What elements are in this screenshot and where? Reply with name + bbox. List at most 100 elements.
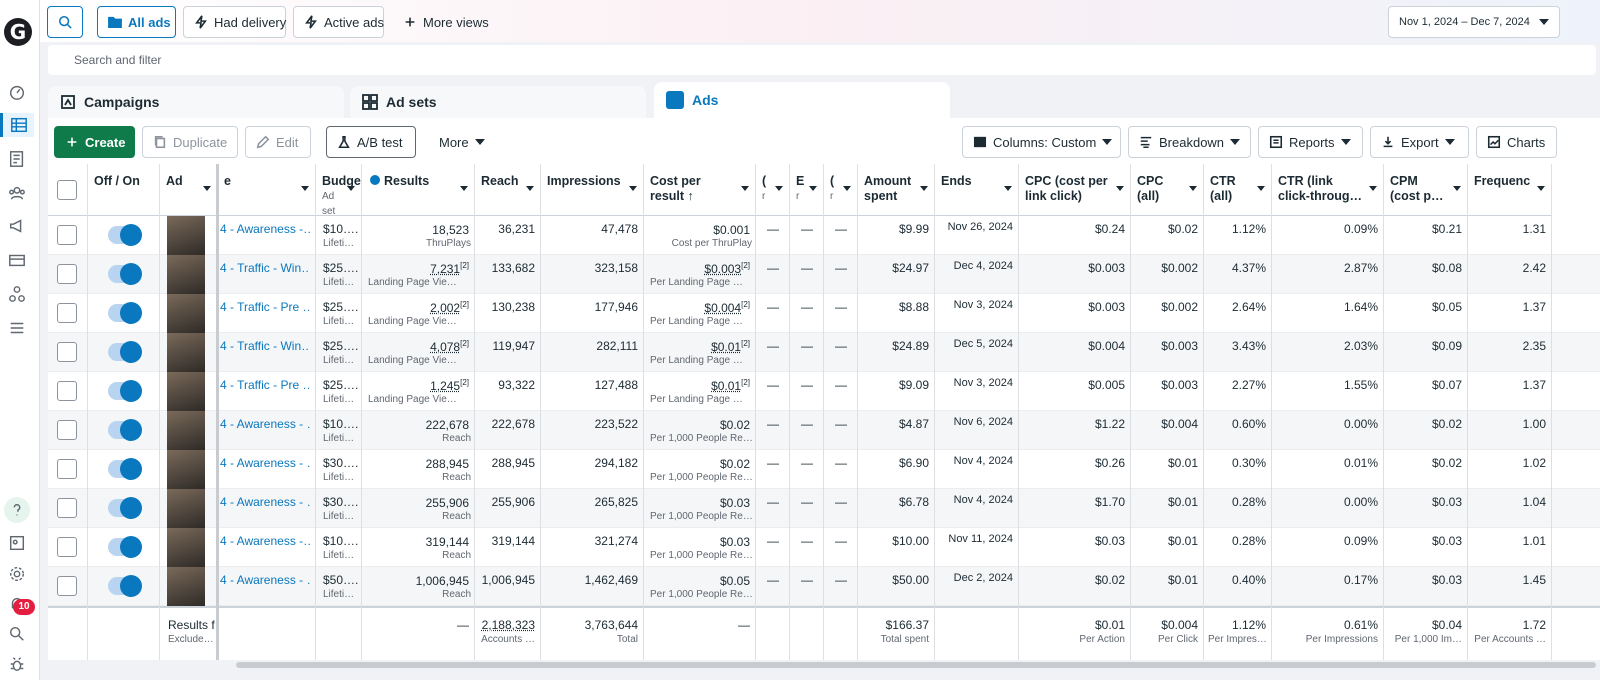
- table-row[interactable]: 4 - Awareness - … $30…. Lifeti… 288,945 Reac…: [48, 450, 1600, 489]
- ad-thumbnail[interactable]: [167, 372, 205, 411]
- ad-status-toggle[interactable]: [108, 497, 142, 519]
- search-icon[interactable]: [5, 622, 29, 646]
- ad-status-toggle[interactable]: [108, 575, 142, 597]
- ad-status-toggle[interactable]: [108, 263, 142, 285]
- column-header-results[interactable]: Results: [362, 164, 475, 216]
- row-checkbox[interactable]: [57, 342, 77, 362]
- row-checkbox[interactable]: [57, 498, 77, 518]
- ad-name-link[interactable]: 4 - Awareness -…: [220, 222, 310, 236]
- view-active-ads[interactable]: Active ads: [293, 6, 384, 38]
- column-header-ends[interactable]: Ends: [935, 164, 1019, 216]
- row-checkbox[interactable]: [57, 264, 77, 284]
- ad-thumbnail[interactable]: [167, 294, 205, 333]
- column-header-budget[interactable]: Budge Ad set: [316, 164, 362, 216]
- row-checkbox[interactable]: [57, 381, 77, 401]
- tab-ads[interactable]: Ads: [654, 82, 950, 118]
- chevron-down-icon[interactable]: [1453, 186, 1461, 191]
- chevron-down-icon[interactable]: [629, 186, 637, 191]
- view-had-delivery[interactable]: Had delivery: [183, 6, 286, 38]
- menu-icon[interactable]: [5, 316, 29, 340]
- table-row[interactable]: 4 - Awareness - … $30…. Lifeti… 255,906 Reac…: [48, 489, 1600, 528]
- search-button[interactable]: [47, 6, 83, 38]
- create-button[interactable]: Create: [54, 126, 135, 158]
- more-views-button[interactable]: More views: [392, 6, 500, 38]
- bug-icon[interactable]: [5, 652, 29, 676]
- column-header-cpc_all[interactable]: CPC (all): [1131, 164, 1204, 216]
- search-filter-input[interactable]: Search and filter: [48, 45, 1596, 75]
- ad-name-link[interactable]: 4 - Traffic - Pre …: [220, 378, 310, 392]
- ad-thumbnail[interactable]: [167, 567, 205, 606]
- chevron-down-icon[interactable]: [301, 186, 309, 191]
- chevron-down-icon[interactable]: [1004, 186, 1012, 191]
- pages-icon[interactable]: [5, 531, 29, 555]
- report-icon[interactable]: [5, 147, 29, 171]
- charts-button[interactable]: Charts: [1476, 126, 1557, 158]
- table-row[interactable]: 4 - Traffic - Pre … $25…. Lifeti… 2,002[2] L…: [48, 294, 1600, 333]
- column-header-check[interactable]: [48, 164, 88, 216]
- chevron-down-icon[interactable]: [1537, 186, 1545, 191]
- row-checkbox[interactable]: [57, 537, 77, 557]
- ad-thumbnail[interactable]: [167, 489, 205, 528]
- table-row[interactable]: 4 - Traffic - Win… $25…. Lifeti… 7,231[2] La…: [48, 255, 1600, 294]
- ad-thumbnail[interactable]: [167, 333, 205, 372]
- breakdown-button[interactable]: Breakdown: [1128, 126, 1251, 158]
- people-icon[interactable]: [5, 282, 29, 306]
- more-actions-button[interactable]: More: [428, 126, 494, 158]
- tab-ad-sets[interactable]: Ad sets: [350, 86, 646, 118]
- chevron-down-icon[interactable]: [1369, 186, 1377, 191]
- column-header-ctr_link[interactable]: CTR (link click-throug…: [1272, 164, 1384, 216]
- table-row[interactable]: 4 - Awareness -… $10…. Lifeti… 18,523 ThruPl…: [48, 216, 1600, 255]
- reports-button[interactable]: Reports: [1258, 126, 1363, 158]
- ad-name-link[interactable]: 4 - Awareness - …: [220, 417, 310, 431]
- chevron-down-icon[interactable]: [920, 186, 928, 191]
- column-header-reach[interactable]: Reach: [475, 164, 541, 216]
- column-header-d3[interactable]: (r: [824, 164, 858, 216]
- row-checkbox[interactable]: [57, 225, 77, 245]
- date-range-picker[interactable]: Nov 1, 2024 – Dec 7, 2024: [1388, 6, 1560, 38]
- ad-status-toggle[interactable]: [108, 458, 142, 480]
- row-checkbox[interactable]: [57, 420, 77, 440]
- ad-status-toggle[interactable]: [108, 536, 142, 558]
- chevron-down-icon[interactable]: [843, 186, 851, 191]
- chevron-down-icon[interactable]: [526, 186, 534, 191]
- chevron-down-icon[interactable]: [347, 186, 355, 191]
- brand-logo[interactable]: G: [4, 18, 32, 46]
- ad-status-toggle[interactable]: [108, 341, 142, 363]
- columns-button[interactable]: Columns: Custom: [962, 126, 1121, 158]
- export-button[interactable]: Export: [1370, 126, 1469, 158]
- ad-thumbnail[interactable]: [167, 450, 205, 489]
- help-icon[interactable]: [4, 497, 30, 523]
- chevron-down-icon[interactable]: [203, 186, 211, 191]
- ab-test-button[interactable]: A/B test: [326, 126, 416, 158]
- duplicate-button[interactable]: Duplicate: [142, 126, 238, 158]
- view-all-ads[interactable]: All ads: [97, 6, 176, 38]
- column-header-cpc_link[interactable]: CPC (cost per link click): [1019, 164, 1131, 216]
- audience-icon[interactable]: [5, 181, 29, 205]
- chevron-down-icon[interactable]: [741, 186, 749, 191]
- column-header-toggle[interactable]: Off / On: [88, 164, 160, 216]
- chevron-down-icon[interactable]: [460, 186, 468, 191]
- column-header-cpm[interactable]: CPM (cost p…: [1384, 164, 1468, 216]
- ad-thumbnail[interactable]: [167, 216, 205, 255]
- chevron-down-icon[interactable]: [809, 186, 817, 191]
- ad-thumbnail[interactable]: [167, 411, 205, 450]
- chevron-down-icon[interactable]: [1189, 186, 1197, 191]
- row-checkbox[interactable]: [57, 303, 77, 323]
- dashboard-icon[interactable]: [5, 80, 29, 104]
- ad-name-link[interactable]: 4 - Awareness - …: [220, 456, 310, 470]
- column-header-cpr[interactable]: Cost per result ↑: [644, 164, 756, 216]
- ad-name-link[interactable]: 4 - Awareness -…: [220, 534, 310, 548]
- settings-icon[interactable]: [5, 562, 29, 586]
- ad-name-link[interactable]: 4 - Traffic - Win…: [220, 339, 310, 353]
- row-checkbox[interactable]: [57, 459, 77, 479]
- column-header-d1[interactable]: (r: [756, 164, 790, 216]
- column-header-ctr_all[interactable]: CTR (all): [1204, 164, 1272, 216]
- ad-status-toggle[interactable]: [108, 419, 142, 441]
- table-row[interactable]: 4 - Traffic - Win… $25…. Lifeti… 4,078[2] La…: [48, 333, 1600, 372]
- table-row[interactable]: 4 - Awareness -… $10…. Lifeti… 319,144 Reach…: [48, 528, 1600, 567]
- ad-name-link[interactable]: 4 - Traffic - Win…: [220, 261, 310, 275]
- column-header-impressions[interactable]: Impressions: [541, 164, 644, 216]
- ad-status-toggle[interactable]: [108, 224, 142, 246]
- megaphone-icon[interactable]: [5, 214, 29, 238]
